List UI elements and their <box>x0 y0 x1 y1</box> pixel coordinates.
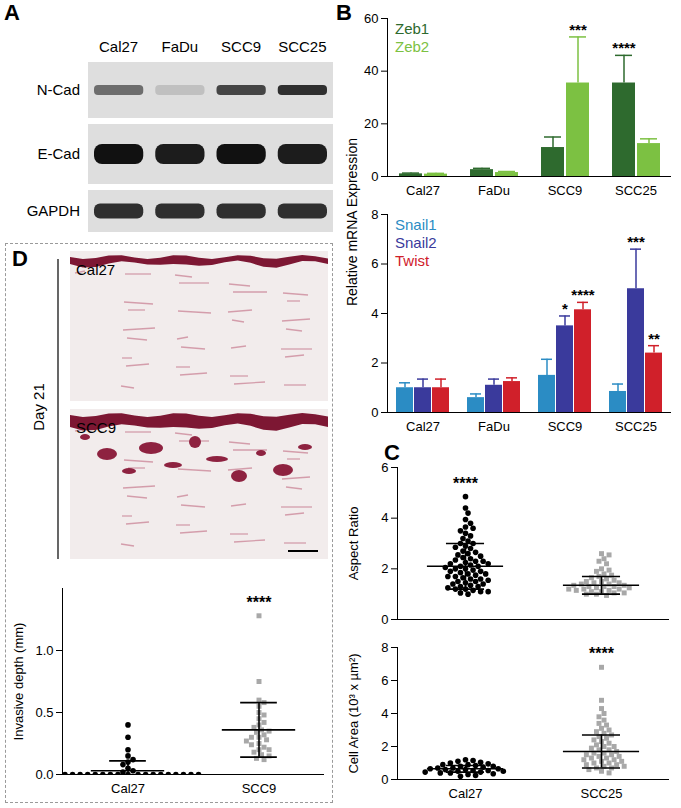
html-text:Snail1: Snail1 <box>395 216 437 233</box>
html-text:A: A <box>4 0 20 25</box>
svg-text:***: *** <box>569 21 587 38</box>
svg-text:4: 4 <box>371 306 378 321</box>
svg-text:4: 4 <box>381 706 388 721</box>
svg-text:0.0: 0.0 <box>35 767 53 782</box>
svg-text:N-Cad: N-Cad <box>37 81 80 98</box>
html-text:Zeb1: Zeb1 <box>395 20 430 37</box>
svg-text:SCC9: SCC9 <box>221 38 261 55</box>
html-text:Zeb2: Zeb2 <box>395 38 430 55</box>
svg-text:0.5: 0.5 <box>35 705 53 720</box>
svg-text:Cal27: Cal27 <box>111 781 145 796</box>
svg-text:E-Cad: E-Cad <box>37 145 80 162</box>
svg-text:2: 2 <box>381 561 388 576</box>
html-text:Twist: Twist <box>395 252 430 269</box>
svg-text:2: 2 <box>381 739 388 754</box>
svg-text:6: 6 <box>381 460 388 475</box>
svg-text:FaDu: FaDu <box>162 38 199 55</box>
svg-text:***: *** <box>627 233 645 250</box>
svg-text:6: 6 <box>381 673 388 688</box>
svg-text:Cal27: Cal27 <box>449 786 483 801</box>
svg-text:****: **** <box>589 645 615 662</box>
svg-text:SCC25: SCC25 <box>615 419 657 434</box>
html-text:C: C <box>384 440 400 465</box>
svg-text:0: 0 <box>371 405 378 420</box>
svg-text:****: **** <box>453 475 479 492</box>
svg-text:0: 0 <box>381 772 388 787</box>
svg-text:Cell Area (10³ x µm²): Cell Area (10³ x µm²) <box>346 653 361 773</box>
svg-text:SCC9: SCC9 <box>242 781 277 796</box>
svg-text:SCC25: SCC25 <box>278 38 326 55</box>
svg-text:Cal27: Cal27 <box>406 419 440 434</box>
svg-text:Invasive depth (mm): Invasive depth (mm) <box>11 623 26 741</box>
svg-text:40: 40 <box>364 63 378 78</box>
svg-text:1.0: 1.0 <box>35 643 53 658</box>
svg-text:SCC25: SCC25 <box>615 183 657 198</box>
html-text:Relative mRNA Expression: Relative mRNA Expression <box>344 138 360 306</box>
svg-text:Day 21: Day 21 <box>30 383 47 431</box>
svg-text:**: ** <box>648 330 660 347</box>
svg-text:8: 8 <box>371 207 378 222</box>
svg-text:Cal27: Cal27 <box>99 38 138 55</box>
svg-text:Cal27: Cal27 <box>406 183 440 198</box>
svg-text:FaDu: FaDu <box>478 183 510 198</box>
svg-text:****: **** <box>247 594 273 611</box>
html-text:D: D <box>12 246 28 271</box>
html-text:Snail2: Snail2 <box>395 234 437 251</box>
svg-text:****: **** <box>571 286 595 303</box>
svg-text:60: 60 <box>364 11 378 26</box>
svg-text:Cal27: Cal27 <box>76 261 115 278</box>
html-text:B: B <box>336 0 352 25</box>
svg-text:20: 20 <box>364 116 378 131</box>
svg-text:SCC25: SCC25 <box>581 786 623 801</box>
svg-text:8: 8 <box>381 640 388 655</box>
svg-text:SCC9: SCC9 <box>548 419 583 434</box>
svg-text:GAPDH: GAPDH <box>27 202 80 219</box>
svg-text:0: 0 <box>381 612 388 627</box>
svg-text:SCC9: SCC9 <box>76 419 116 436</box>
svg-text:*: * <box>562 300 568 317</box>
svg-text:2: 2 <box>371 355 378 370</box>
svg-text:4: 4 <box>381 510 388 525</box>
svg-text:6: 6 <box>371 256 378 271</box>
svg-text:FaDu: FaDu <box>478 419 510 434</box>
svg-text:Aspect Ratio: Aspect Ratio <box>346 507 361 581</box>
svg-text:0: 0 <box>371 169 378 184</box>
svg-text:SCC9: SCC9 <box>548 183 583 198</box>
svg-text:****: **** <box>612 39 636 56</box>
